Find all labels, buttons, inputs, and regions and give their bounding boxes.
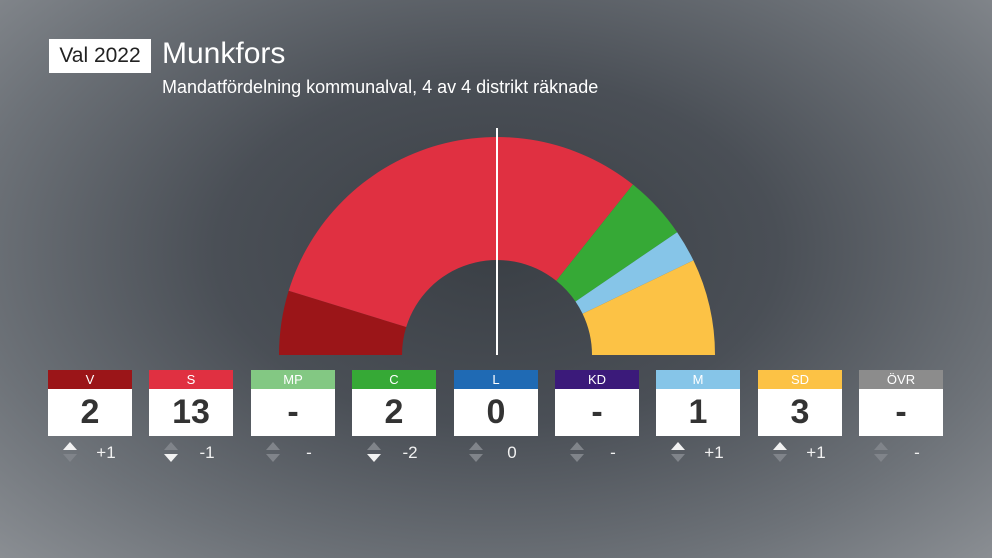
party-code: M <box>656 370 740 389</box>
party-code: C <box>352 370 436 389</box>
page-subtitle: Mandatfördelning kommunalval, 4 av 4 dis… <box>162 77 599 97</box>
arrow-up-icon <box>874 442 888 450</box>
arrow-down-icon <box>570 454 584 462</box>
change-value: - <box>914 443 920 462</box>
party-change: +1 <box>48 436 132 466</box>
arrow-down-icon <box>164 454 178 462</box>
change-arrows-icon <box>367 442 381 464</box>
party-code: S <box>149 370 233 389</box>
party-box-m: M 1 +1 <box>656 370 740 466</box>
arrow-down-icon <box>469 454 483 462</box>
arrow-down-icon <box>367 454 381 462</box>
arrow-up-icon <box>266 442 280 450</box>
change-arrows-icon <box>63 442 77 464</box>
change-value: -1 <box>199 443 215 462</box>
change-arrows-icon <box>469 442 483 464</box>
change-value: +1 <box>96 443 116 462</box>
party-box-mp: MP - - <box>251 370 335 466</box>
party-change: -2 <box>352 436 436 466</box>
party-seats: 1 <box>656 389 740 436</box>
party-code: KD <box>555 370 639 389</box>
change-arrows-icon <box>266 442 280 464</box>
arrow-down-icon <box>773 454 787 462</box>
party-seats: - <box>859 389 943 436</box>
party-box-sd: SD 3 +1 <box>758 370 842 466</box>
party-change: - <box>859 436 943 466</box>
change-value: - <box>610 443 616 462</box>
change-value: - <box>306 443 312 462</box>
slice-m <box>575 232 694 314</box>
party-change: -1 <box>149 436 233 466</box>
arrow-down-icon <box>266 454 280 462</box>
party-seats: - <box>555 389 639 436</box>
party-seats: 13 <box>149 389 233 436</box>
arrow-down-icon <box>874 454 888 462</box>
party-change: - <box>555 436 639 466</box>
arrow-up-icon <box>164 442 178 450</box>
party-box-kd: KD - - <box>555 370 639 466</box>
party-change: - <box>251 436 335 466</box>
change-arrows-icon <box>874 442 888 464</box>
party-seats: - <box>251 389 335 436</box>
arrow-up-icon <box>469 442 483 450</box>
party-code: SD <box>758 370 842 389</box>
slice-v <box>279 290 407 355</box>
arrow-up-icon <box>671 442 685 450</box>
arrow-up-icon <box>773 442 787 450</box>
arrow-up-icon <box>570 442 584 450</box>
party-change: +1 <box>656 436 740 466</box>
party-code: L <box>454 370 538 389</box>
party-box-övr: ÖVR - - <box>859 370 943 466</box>
slice-sd <box>582 260 715 355</box>
change-value: +1 <box>704 443 724 462</box>
party-code: ÖVR <box>859 370 943 389</box>
change-value: -2 <box>402 443 418 462</box>
party-seats: 2 <box>352 389 436 436</box>
arrow-up-icon <box>63 442 77 450</box>
arrow-down-icon <box>63 454 77 462</box>
party-box-v: V 2 +1 <box>48 370 132 466</box>
party-change: 0 <box>454 436 538 466</box>
party-code: V <box>48 370 132 389</box>
page-title: Munkfors <box>162 37 286 70</box>
slice-s <box>288 137 633 327</box>
change-arrows-icon <box>570 442 584 464</box>
slice-c <box>556 184 678 302</box>
change-arrows-icon <box>773 442 787 464</box>
party-seats: 0 <box>454 389 538 436</box>
party-change: +1 <box>758 436 842 466</box>
party-code: MP <box>251 370 335 389</box>
change-value: 0 <box>507 443 517 462</box>
party-seats: 2 <box>48 389 132 436</box>
party-box-s: S 13 -1 <box>149 370 233 466</box>
arrow-up-icon <box>367 442 381 450</box>
change-value: +1 <box>806 443 826 462</box>
party-seats: 3 <box>758 389 842 436</box>
year-badge: Val 2022 <box>49 39 151 73</box>
change-arrows-icon <box>671 442 685 464</box>
arrow-down-icon <box>671 454 685 462</box>
party-box-c: C 2 -2 <box>352 370 436 466</box>
change-arrows-icon <box>164 442 178 464</box>
